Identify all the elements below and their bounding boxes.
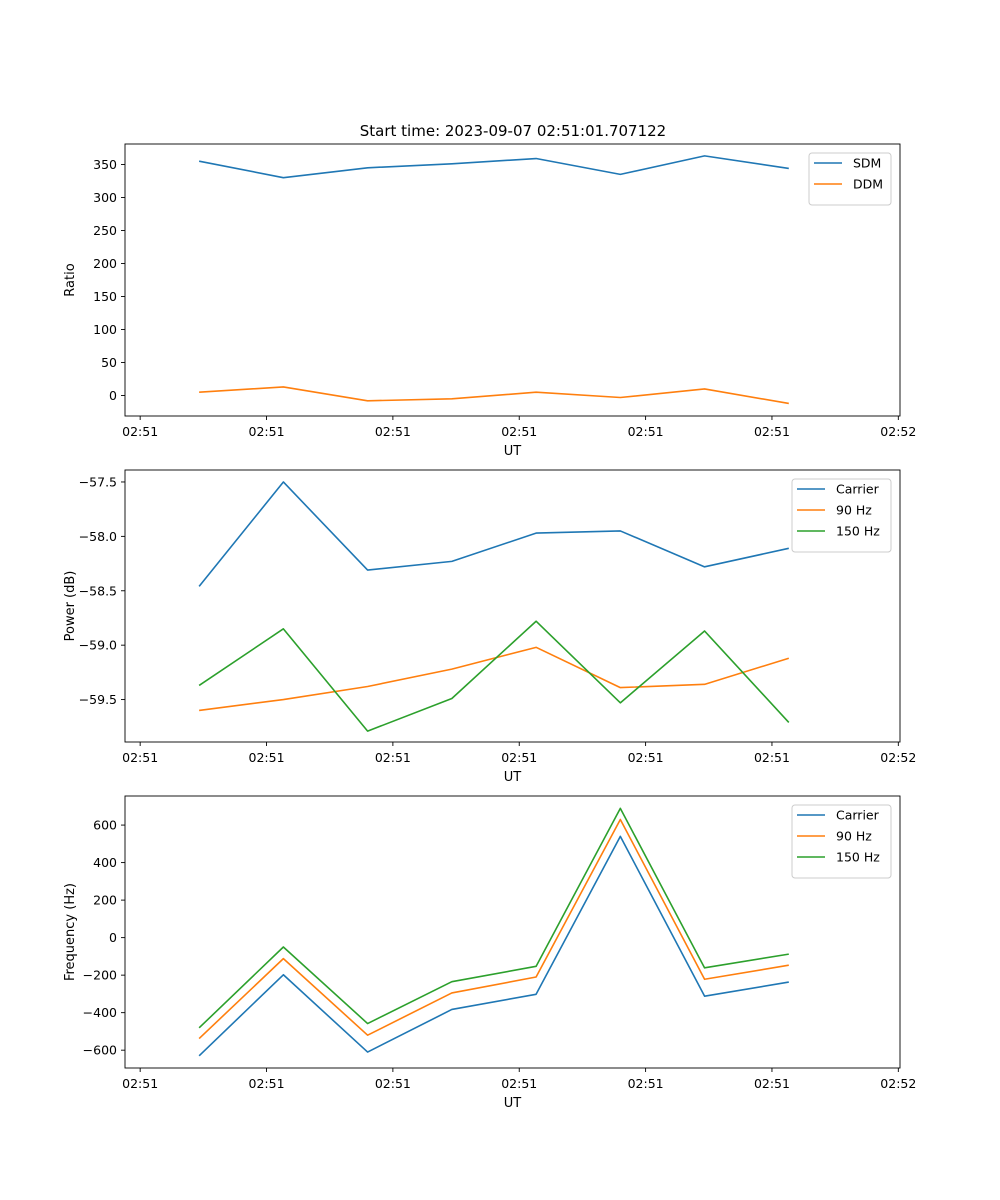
y-tick-label: −59.5 xyxy=(79,692,117,707)
y-tick-label: 300 xyxy=(93,190,117,205)
x-tick-label: 02:51 xyxy=(249,750,285,765)
y-tick-label: −58.5 xyxy=(79,583,117,598)
x-tick-label: 02:51 xyxy=(375,750,411,765)
x-tick-label: 02:51 xyxy=(122,424,158,439)
axes-frame xyxy=(124,143,901,417)
x-axis-label: UT xyxy=(504,770,522,785)
y-tick-label: 50 xyxy=(101,355,117,370)
y-tick-label: 250 xyxy=(93,223,117,238)
x-tick-label: 02:52 xyxy=(880,750,916,765)
x-tick-label: 02:51 xyxy=(501,1076,537,1091)
y-tick-label: 200 xyxy=(93,893,117,908)
x-tick-label: 02:51 xyxy=(249,424,285,439)
legend-label: Carrier xyxy=(836,482,880,497)
x-axis-label: UT xyxy=(504,444,522,459)
y-tick-label: −200 xyxy=(83,968,117,983)
series-line-150-hz xyxy=(198,807,789,1029)
x-tick-label: 02:51 xyxy=(754,1076,790,1091)
x-tick-label: 02:51 xyxy=(754,424,790,439)
x-tick-label: 02:51 xyxy=(375,1076,411,1091)
x-tick-label: 02:51 xyxy=(501,750,537,765)
figure-title: Start time: 2023-09-07 02:51:01.707122 xyxy=(360,122,666,140)
y-axis-label: Frequency (Hz) xyxy=(63,883,78,981)
legend-label: Carrier xyxy=(836,808,880,823)
y-tick-label: 150 xyxy=(93,289,117,304)
y-tick-label: −400 xyxy=(83,1005,117,1020)
x-tick-label: 02:51 xyxy=(122,1076,158,1091)
legend-box xyxy=(791,478,892,553)
y-tick-label: −57.5 xyxy=(79,474,117,489)
series-line-90-hz xyxy=(198,818,789,1040)
x-tick-label: 02:51 xyxy=(501,424,537,439)
legend-label: 150 Hz xyxy=(836,524,880,539)
y-tick-label: 600 xyxy=(93,818,117,833)
series-line-sdm xyxy=(198,155,789,179)
x-tick-label: 02:51 xyxy=(754,750,790,765)
y-axis-label: Ratio xyxy=(63,263,78,296)
y-tick-label: 0 xyxy=(109,930,117,945)
chart-3: −600 −400 −200 0 200 400 600 02:51 02:51 02:51 02:… xyxy=(63,795,916,1111)
legend: Carrier 90 Hz 150 Hz xyxy=(791,478,892,553)
series-line-150-hz xyxy=(198,620,790,732)
series-line-carrier xyxy=(198,481,789,587)
legend: Carrier 90 Hz 150 Hz xyxy=(791,804,892,879)
series-line-ddm xyxy=(199,386,789,405)
x-tick-label: 02:51 xyxy=(628,424,664,439)
legend-label: SDM xyxy=(853,156,881,171)
chart-2: −59.5 −59.0 −58.5 −58.0 −57.5 02:51 02:51 02:51… xyxy=(63,469,916,785)
axes-frame xyxy=(124,795,901,1069)
x-tick-label: 02:51 xyxy=(249,1076,285,1091)
x-axis-label: UT xyxy=(504,1096,522,1111)
series-line-carrier xyxy=(198,835,789,1057)
legend-box xyxy=(791,804,892,879)
x-tick-label: 02:51 xyxy=(122,750,158,765)
x-tick-label: 02:51 xyxy=(375,424,411,439)
x-tick-label: 02:52 xyxy=(880,424,916,439)
x-tick-label: 02:51 xyxy=(628,750,664,765)
series-line-90-hz xyxy=(199,646,790,712)
legend-label: 90 Hz xyxy=(836,503,872,518)
x-tick-label: 02:51 xyxy=(628,1076,664,1091)
legend: SDM DDM xyxy=(808,152,892,206)
y-tick-label: −59.0 xyxy=(79,638,117,653)
y-axis-label: Power (dB) xyxy=(63,571,78,642)
y-tick-label: −600 xyxy=(83,1043,117,1058)
x-tick-label: 02:52 xyxy=(880,1076,916,1091)
legend-label: 150 Hz xyxy=(836,850,880,865)
y-tick-label: 200 xyxy=(93,256,117,271)
legend-label: DDM xyxy=(853,177,883,192)
y-tick-label: 100 xyxy=(93,322,117,337)
y-tick-label: 350 xyxy=(93,157,117,172)
legend-box xyxy=(808,152,892,206)
y-tick-label: 0 xyxy=(109,388,117,403)
legend-label: 90 Hz xyxy=(836,829,872,844)
y-tick-label: −58.0 xyxy=(79,529,117,544)
chart-1: 0 50 100 150 200 250 300 350 02:51 02:51 02:51 02:5… xyxy=(63,143,916,459)
y-tick-label: 400 xyxy=(93,855,117,870)
axes-frame xyxy=(124,469,901,743)
